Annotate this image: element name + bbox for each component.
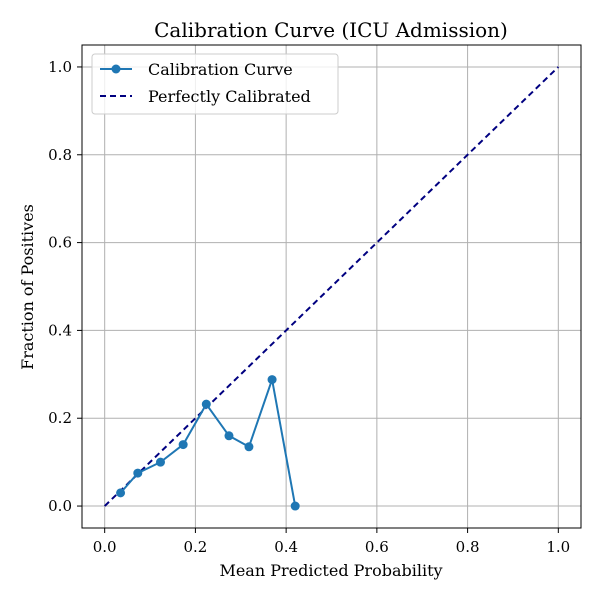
legend-calibration-marker	[111, 64, 121, 74]
x-tick-label: 0.6	[365, 538, 389, 556]
y-axis-label: Fraction of Positives	[18, 204, 37, 370]
chart-title: Calibration Curve (ICU Admission)	[154, 18, 508, 42]
y-tick-label: 0.6	[48, 234, 72, 252]
x-tick-label: 0.2	[183, 538, 207, 556]
y-tick-label: 0.2	[48, 409, 72, 427]
legend-perfect-label: Perfectly Calibrated	[148, 87, 311, 106]
y-tick-label: 0.0	[48, 497, 72, 515]
calibration-point	[155, 457, 165, 467]
calibration-point	[116, 488, 126, 498]
legend-calibration-label: Calibration Curve	[148, 60, 293, 79]
calibration-point	[267, 375, 277, 385]
legend: Calibration Curve Perfectly Calibrated	[91, 53, 339, 115]
ticks: 0.0 0.2 0.4 0.6 0.8 1.0 0.0 0.2 0.4 0.6 0.8 1.0	[48, 58, 570, 556]
perfect-calibration-line	[103, 66, 560, 507]
legend-box	[91, 53, 339, 115]
x-tick-label: 1.0	[546, 538, 570, 556]
y-tick-label: 0.4	[48, 321, 72, 339]
x-tick-label: 0.0	[93, 538, 117, 556]
calibration-point	[224, 431, 234, 441]
x-axis-label: Mean Predicted Probability	[219, 561, 442, 580]
x-tick-label: 0.4	[274, 538, 298, 556]
x-tick-label: 0.8	[456, 538, 480, 556]
calibration-point	[201, 399, 211, 409]
calibration-point	[244, 442, 254, 452]
y-tick-label: 0.8	[48, 146, 72, 164]
calibration-point	[178, 440, 188, 450]
series-layer	[103, 66, 560, 511]
y-tick-label: 1.0	[48, 58, 72, 76]
calibration-point	[133, 468, 143, 478]
plot-frame	[81, 44, 582, 529]
calibration-point	[290, 501, 300, 511]
calibration-curve-line	[119, 378, 297, 507]
